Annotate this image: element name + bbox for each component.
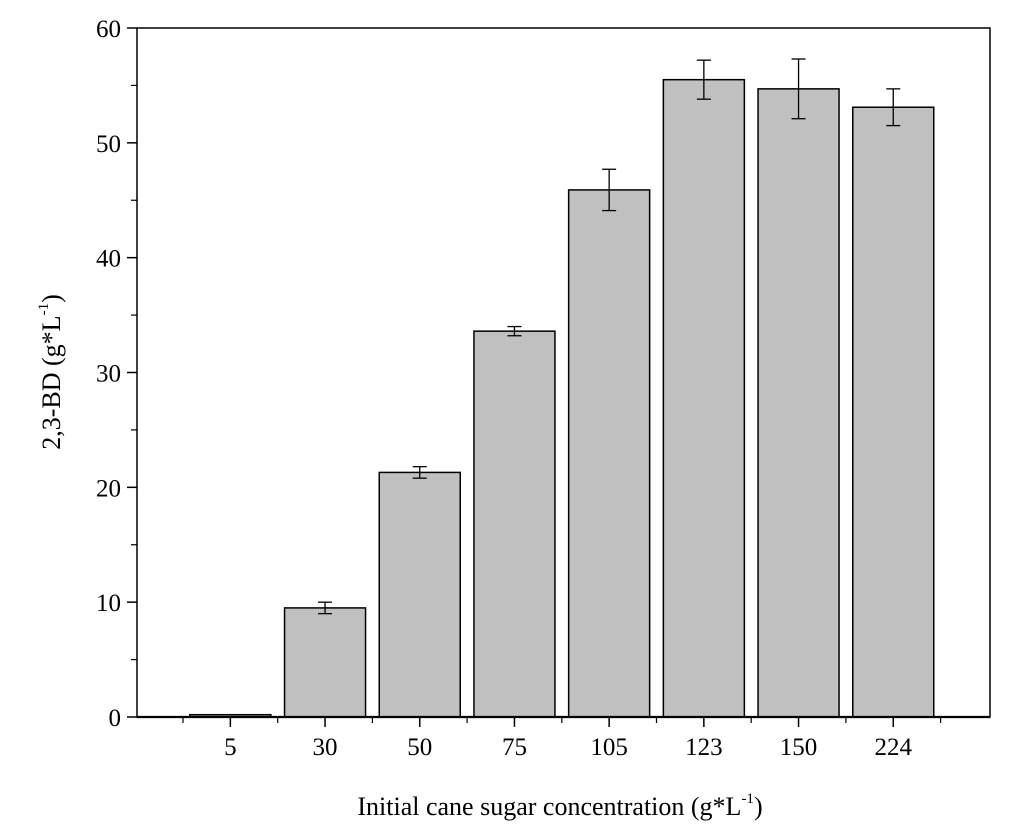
y-tick-label-60: 60 [96, 16, 121, 43]
x-axis-title-main: Initial cane sugar concentration (g*L [357, 792, 741, 821]
x-tick-label-5: 5 [224, 734, 237, 761]
y-axis-title: 2,3-BD (g*L-1) [36, 294, 66, 450]
y-tick-label-50: 50 [96, 131, 121, 158]
y-tick-label-20: 20 [96, 475, 121, 502]
x-axis-title-sup: -1 [741, 791, 754, 807]
axes [127, 27, 991, 727]
x-tick-label-224: 224 [875, 734, 913, 761]
error-bar-150 [791, 58, 806, 120]
y-axis-title-main: 2,3-BD (g*L [37, 315, 66, 449]
bar-50 [378, 471, 461, 718]
error-bar-30 [318, 601, 333, 615]
y-tick-label-10: 10 [96, 590, 121, 617]
bar-30 [283, 607, 367, 718]
bar-75 [473, 330, 556, 718]
bars-layer [189, 78, 935, 718]
bar-123 [662, 78, 746, 718]
tick-labels: 5 30 50 75 105 123 150 224 0 10 20 30 40 50 60 [96, 16, 913, 761]
bar-224 [852, 106, 935, 718]
x-tick-label-105: 105 [590, 734, 628, 761]
x-tick-label-123: 123 [685, 734, 723, 761]
x-axis-title: Initial cane sugar concentration (g*L-1) [357, 791, 762, 821]
y-tick-label-30: 30 [96, 361, 121, 388]
x-tick-label-50: 50 [407, 734, 432, 761]
error-bars-layer [318, 58, 901, 615]
bar-105 [567, 189, 651, 718]
y-axis-title-sup: -1 [36, 303, 52, 316]
x-tick-label-30: 30 [313, 734, 338, 761]
error-bar-75 [507, 325, 522, 337]
y-tick-label-40: 40 [96, 246, 121, 273]
error-bar-123 [696, 59, 711, 100]
error-bar-105 [602, 168, 617, 212]
x-tick-label-150: 150 [780, 734, 818, 761]
y-tick-label-0: 0 [109, 705, 122, 732]
error-bar-224 [886, 88, 901, 127]
bar-150 [757, 88, 840, 718]
error-bar-50 [412, 466, 427, 479]
y-axis-title-close: ) [37, 294, 66, 303]
x-axis-title-close: ) [754, 792, 763, 821]
x-tick-label-75: 75 [502, 734, 527, 761]
